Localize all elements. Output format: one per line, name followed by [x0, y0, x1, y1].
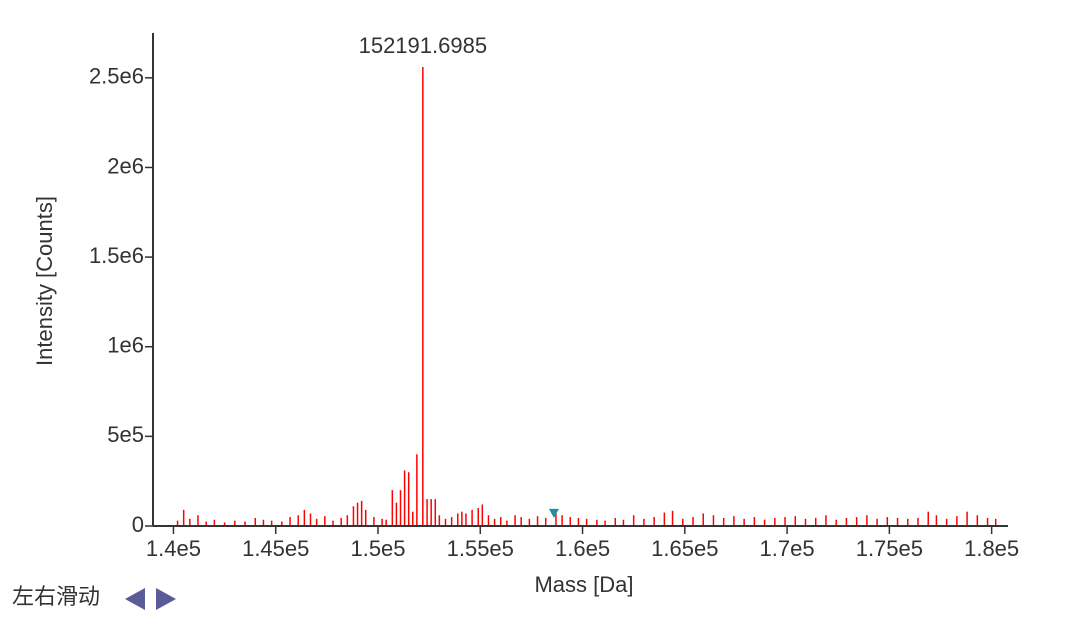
y-tick-label: 5e5: [107, 422, 144, 447]
scroll-left-button[interactable]: [125, 588, 145, 610]
x-tick-label: 1.5e5: [350, 536, 405, 561]
x-axis-label: Mass [Da]: [534, 572, 633, 597]
x-tick-label: 1.55e5: [447, 536, 514, 561]
y-tick-label: 1e6: [107, 333, 144, 358]
peak-annotation: 152191.6985: [359, 33, 487, 58]
y-tick-label: 2.5e6: [89, 64, 144, 89]
x-tick-label: 1.8e5: [964, 536, 1019, 561]
y-tick-label: 0: [132, 512, 144, 537]
scroll-right-button[interactable]: [156, 588, 176, 610]
controls-label: 左右滑动: [12, 584, 100, 609]
x-tick-label: 1.6e5: [555, 536, 610, 561]
y-tick-label: 1.5e6: [89, 243, 144, 268]
marker: [548, 508, 559, 518]
x-tick-label: 1.45e5: [242, 536, 309, 561]
x-tick-label: 1.4e5: [146, 536, 201, 561]
y-tick-label: 2e6: [107, 153, 144, 178]
x-tick-label: 1.65e5: [651, 536, 718, 561]
x-tick-label: 1.75e5: [856, 536, 923, 561]
x-tick-label: 1.7e5: [760, 536, 815, 561]
y-axis-label: Intensity [Counts]: [32, 196, 57, 366]
